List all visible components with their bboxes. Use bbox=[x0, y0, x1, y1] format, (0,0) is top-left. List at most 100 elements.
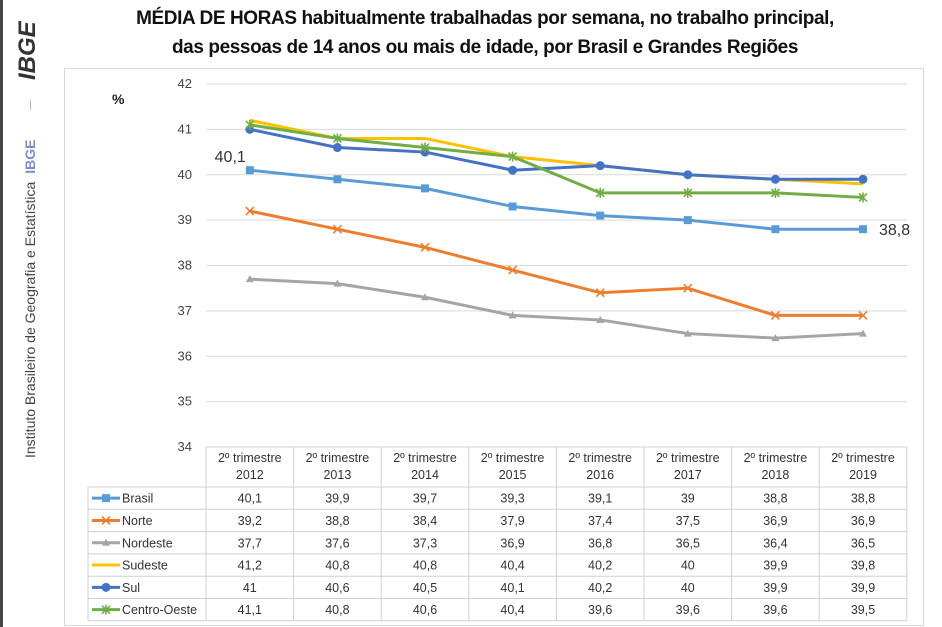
data-point-nordeste bbox=[683, 329, 692, 337]
data-point-sul bbox=[595, 161, 605, 171]
table-cell: 36,5 bbox=[851, 536, 875, 550]
table-cell: 37,4 bbox=[588, 514, 612, 528]
legend-label-sudeste: Sudeste bbox=[122, 559, 168, 573]
x-tick-label: 2012 bbox=[236, 468, 264, 482]
table-cell: 40,1 bbox=[500, 581, 524, 595]
table-cell: 39,9 bbox=[325, 492, 349, 506]
title-line-2: das pessoas de 14 anos ou mais de idade,… bbox=[171, 37, 799, 58]
x-tick-label: 2014 bbox=[411, 468, 439, 482]
x-tick-label: 2º trimestre bbox=[568, 451, 632, 465]
table-cell: 40,2 bbox=[588, 581, 612, 595]
data-point-norte bbox=[683, 283, 693, 293]
y-tick-label: 38 bbox=[178, 258, 192, 273]
data-point-sul bbox=[508, 165, 518, 175]
x-tick-label: 2º trimestre bbox=[306, 451, 370, 465]
data-point-centro-oeste bbox=[420, 142, 430, 153]
table-cell: 39,7 bbox=[413, 492, 437, 506]
table-cell: 40,2 bbox=[588, 559, 612, 573]
table-cell: 36,9 bbox=[763, 514, 787, 528]
data-point-sul bbox=[332, 143, 342, 153]
y-tick-label: 34 bbox=[178, 439, 192, 454]
x-tick-label: 2019 bbox=[849, 468, 877, 482]
x-tick-label: 2º trimestre bbox=[744, 451, 808, 465]
data-point-brasil bbox=[683, 216, 692, 225]
table-cell: 40,1 bbox=[238, 492, 262, 506]
sidebar-divider bbox=[30, 100, 31, 110]
table-cell: 39,2 bbox=[238, 514, 262, 528]
data-point-centro-oeste bbox=[508, 151, 518, 162]
table-cell: 40,6 bbox=[325, 581, 349, 595]
table-cell: 36,9 bbox=[500, 536, 524, 550]
data-point-norte bbox=[245, 206, 255, 216]
legend-marker-brasil bbox=[102, 494, 110, 503]
data-point-brasil bbox=[771, 225, 780, 234]
data-point-brasil bbox=[333, 175, 342, 184]
table-cell: 39,8 bbox=[851, 559, 875, 573]
table-cell: 38,4 bbox=[413, 514, 437, 528]
y-tick-label: 35 bbox=[178, 394, 192, 409]
table-cell: 40,4 bbox=[500, 603, 524, 617]
data-point-sul bbox=[858, 174, 868, 184]
x-tick-label: 2º trimestre bbox=[656, 451, 720, 465]
x-tick-label: 2º trimestre bbox=[393, 451, 457, 465]
x-tick-label: 2º trimestre bbox=[831, 451, 895, 465]
data-point-norte bbox=[332, 224, 342, 234]
data-point-norte bbox=[858, 310, 868, 320]
x-tick-label: 2013 bbox=[323, 468, 351, 482]
data-point-nordeste bbox=[771, 334, 780, 342]
table-cell: 40,8 bbox=[325, 559, 349, 573]
data-point-sul bbox=[683, 170, 693, 180]
y-tick-label: 37 bbox=[178, 303, 192, 318]
table-cell: 39,1 bbox=[588, 492, 612, 506]
data-point-norte bbox=[770, 310, 780, 320]
series-line-centro-oeste bbox=[249, 123, 864, 199]
table-cell: 40,5 bbox=[413, 581, 437, 595]
y-tick-label: 40 bbox=[178, 167, 192, 182]
table-cell: 38,8 bbox=[325, 514, 349, 528]
table-cell: 41 bbox=[243, 581, 257, 595]
y-tick-label: 41 bbox=[178, 121, 192, 136]
y-tick-label: 42 bbox=[178, 76, 192, 91]
data-point-centro-oeste bbox=[245, 119, 255, 130]
table-cell: 37,9 bbox=[500, 514, 524, 528]
legend-label-nordeste: Nordeste bbox=[122, 536, 173, 550]
data-point-nordeste bbox=[333, 279, 342, 287]
table-cell: 40,8 bbox=[325, 603, 349, 617]
series-line-brasil bbox=[249, 168, 863, 231]
table-cell: 40,6 bbox=[413, 603, 437, 617]
data-point-centro-oeste bbox=[858, 192, 868, 203]
table-cell: 40 bbox=[681, 581, 695, 595]
chart-frame bbox=[64, 68, 924, 626]
legend-label-brasil: Brasil bbox=[122, 492, 153, 506]
data-label: 40,1 bbox=[215, 149, 246, 166]
x-tick-label: 2º trimestre bbox=[218, 451, 282, 465]
table-cell: 39,9 bbox=[851, 581, 875, 595]
x-tick-label: 2015 bbox=[499, 468, 527, 482]
table-cell: 39,6 bbox=[676, 603, 700, 617]
data-point-nordeste bbox=[596, 315, 605, 323]
table-cell: 36,5 bbox=[676, 536, 700, 550]
data-point-brasil bbox=[596, 211, 605, 220]
series-line-norte bbox=[249, 209, 863, 317]
data-point-norte bbox=[595, 288, 605, 298]
legend-label-norte: Norte bbox=[122, 514, 153, 528]
data-point-norte bbox=[420, 242, 430, 252]
data-point-centro-oeste bbox=[595, 187, 605, 198]
table-cell: 39,6 bbox=[763, 603, 787, 617]
table-cell: 39,3 bbox=[500, 492, 524, 506]
legend-label-sul: Sul bbox=[122, 581, 140, 595]
data-point-brasil bbox=[508, 202, 517, 211]
legend-marker-sul bbox=[101, 582, 111, 592]
table-cell: 37,3 bbox=[413, 536, 437, 550]
data-label: 38,8 bbox=[879, 222, 910, 239]
table-cell: 39,9 bbox=[763, 581, 787, 595]
data-point-centro-oeste bbox=[683, 187, 693, 198]
data-point-nordeste bbox=[245, 275, 254, 283]
table-cell: 39,6 bbox=[588, 603, 612, 617]
series-line-nordeste bbox=[249, 277, 864, 340]
y-tick-label: 39 bbox=[178, 212, 192, 227]
data-point-centro-oeste bbox=[770, 187, 780, 198]
table-cell: 37,7 bbox=[238, 536, 262, 550]
legend-marker-norte bbox=[101, 515, 111, 526]
